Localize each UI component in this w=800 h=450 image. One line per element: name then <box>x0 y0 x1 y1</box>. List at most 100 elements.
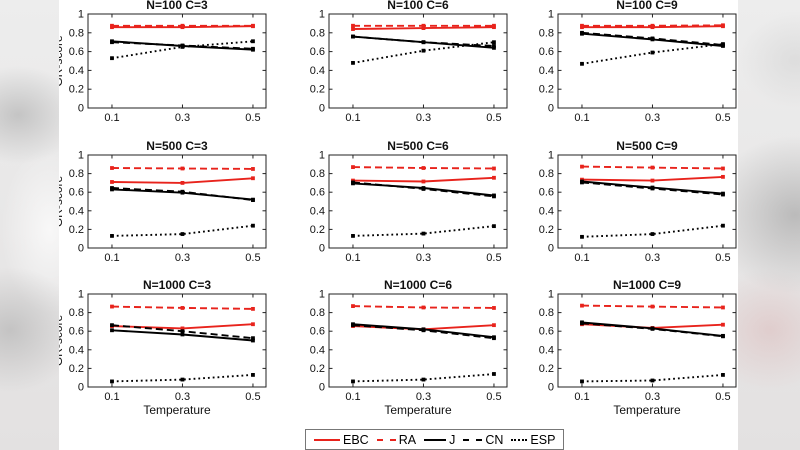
y-tick-label: 0.8 <box>69 27 84 39</box>
series-marker-ESP <box>492 224 496 229</box>
series-marker-ESP <box>351 379 355 384</box>
subplot: N=1000 C=9 0 0.2 0.4 0.6 0.8 1 0.1 0.3 0.5 Tempera… <box>539 278 737 417</box>
series-marker-ESP <box>650 50 655 55</box>
y-tick-label: 0 <box>548 382 554 394</box>
subplot-title: N=1000 C=9 <box>613 278 681 292</box>
x-tick-label: 0.3 <box>645 252 660 264</box>
series-marker-EBC <box>650 178 655 183</box>
series-marker-CN <box>650 186 655 191</box>
y-tick-label: 0.8 <box>310 168 325 180</box>
y-tick-label: 0.4 <box>69 65 84 77</box>
subplot-title: N=100 C=6 <box>387 0 449 12</box>
series-marker-RA <box>650 23 655 28</box>
subplot-title: N=100 C=3 <box>146 0 208 12</box>
y-tick-label: 0.6 <box>539 326 554 338</box>
x-tick-label: 0.5 <box>245 391 260 403</box>
x-tick-label: 0.3 <box>416 112 431 124</box>
y-tick-label: 0 <box>319 382 325 394</box>
series-marker-CN <box>650 326 655 331</box>
y-tick-label: 0.4 <box>69 344 84 356</box>
y-tick-label: 0.6 <box>69 187 84 199</box>
subplot-title: N=1000 C=6 <box>384 278 452 292</box>
x-tick-label: 0.3 <box>416 252 431 264</box>
series-marker-EBC <box>180 326 185 331</box>
series-marker-ESP <box>650 378 655 383</box>
y-tick-label: 0 <box>78 243 84 255</box>
x-axis-label: Temperature <box>143 403 211 417</box>
y-tick-label: 0.4 <box>310 344 325 356</box>
series-marker-CN <box>580 321 584 326</box>
legend-entry-J: J <box>424 433 455 447</box>
y-tick-label: 1 <box>319 150 325 162</box>
legend-label: RA <box>398 432 417 447</box>
legend-line-sample-ESP <box>511 438 528 441</box>
legend-label: CN <box>485 432 504 447</box>
axes-box <box>557 154 737 249</box>
subplot: N=500 C=6 0 0.2 0.4 0.6 0.8 1 0.1 0.3 0.5 <box>310 139 508 264</box>
y-tick-label: 0.4 <box>539 344 554 356</box>
series-marker-CN <box>580 180 584 185</box>
x-tick-label: 0.1 <box>345 391 360 403</box>
x-tick-label: 0.3 <box>645 112 660 124</box>
series-marker-RA <box>251 306 255 311</box>
series-marker-ESP <box>110 379 114 384</box>
y-tick-label: 0.6 <box>310 46 325 58</box>
subplot: N=100 C=9 0 0.2 0.4 0.6 0.8 1 0.1 0.3 0.5 <box>539 0 737 124</box>
subplot: N=500 C=9 0 0.2 0.4 0.6 0.8 1 0.1 0.3 0.5 <box>539 139 737 264</box>
x-tick-label: 0.3 <box>175 112 190 124</box>
series-marker-ESP <box>180 232 185 236</box>
series-marker-RA <box>421 305 426 310</box>
series-marker-CN <box>251 198 255 203</box>
y-tick-label: 0.6 <box>69 46 84 58</box>
y-tick-label: 0.4 <box>539 205 554 217</box>
series-marker-RA <box>721 23 725 28</box>
y-tick-label: 1 <box>319 9 325 21</box>
y-tick-label: 0.8 <box>69 307 84 319</box>
y-tick-label: 0.6 <box>539 46 554 58</box>
axes-box <box>87 13 267 109</box>
y-tick-label: 0 <box>548 103 554 115</box>
x-tick-label: 0.5 <box>715 112 730 124</box>
series-marker-RA <box>180 306 185 310</box>
series-marker-EBC <box>721 322 725 327</box>
series-marker-ESP <box>251 39 255 44</box>
legend-box: EBC RA J CN ESP <box>305 429 565 450</box>
series-marker-EBC <box>110 180 114 184</box>
series-marker-EBC <box>492 175 496 180</box>
subplot-title: N=500 C=6 <box>387 139 449 153</box>
series-marker-RA <box>580 23 584 28</box>
series-marker-CN <box>251 336 255 341</box>
y-tick-label: 0.4 <box>539 65 554 77</box>
y-tick-label: 0.6 <box>69 326 84 338</box>
axes-box <box>328 293 508 388</box>
y-tick-label: 0.4 <box>310 205 325 217</box>
series-marker-ESP <box>180 45 185 49</box>
series-marker-RA <box>492 166 496 171</box>
x-tick-label: 0.5 <box>715 391 730 403</box>
series-marker-CN <box>721 334 725 339</box>
subplot: N=100 C=6 0 0.2 0.4 0.6 0.8 1 0.1 0.3 0.5 <box>310 0 508 124</box>
y-tick-label: 0.2 <box>310 363 325 375</box>
axes-box <box>87 293 267 388</box>
subplot-title: N=500 C=3 <box>146 139 208 153</box>
series-marker-RA <box>180 23 185 28</box>
x-tick-label: 0.5 <box>245 112 260 124</box>
y-axis-label: GR-score <box>59 35 65 87</box>
series-marker-EBC <box>721 174 725 179</box>
subplot: N=1000 C=6 0 0.2 0.4 0.6 0.8 1 0.1 0.3 0.5 Tempera… <box>310 278 508 417</box>
x-tick-label: 0.5 <box>486 391 501 403</box>
y-tick-label: 1 <box>548 9 554 21</box>
series-marker-EBC <box>351 27 355 31</box>
series-marker-RA <box>251 167 255 171</box>
figure-panel: N=100 C=3 0 0.2 0.4 0.6 0.8 1 0.1 0.3 0.5 GR-score… <box>59 0 738 450</box>
series-marker-RA <box>421 23 426 28</box>
x-tick-label: 0.5 <box>486 112 501 124</box>
series-marker-CN <box>492 194 496 199</box>
y-tick-label: 0 <box>78 382 84 394</box>
series-marker-CN <box>421 40 426 45</box>
series-marker-ESP <box>421 377 426 382</box>
series-marker-CN <box>721 192 725 197</box>
series-marker-ESP <box>110 56 114 61</box>
y-tick-label: 1 <box>78 289 84 301</box>
